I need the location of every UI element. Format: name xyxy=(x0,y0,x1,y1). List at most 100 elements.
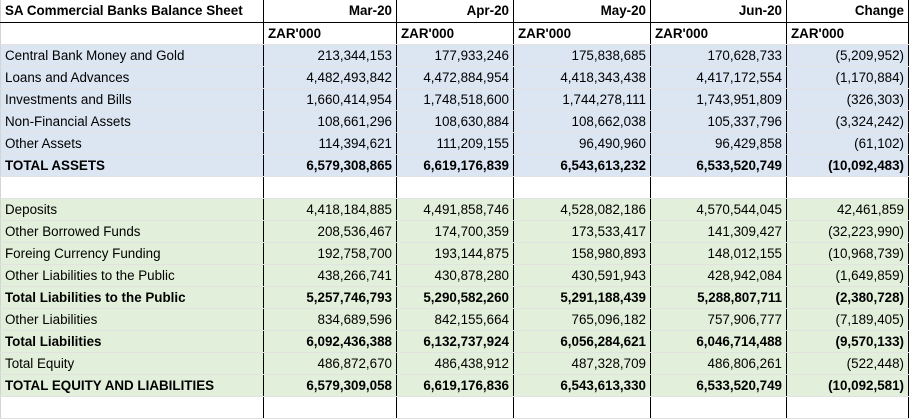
empty-cell[interactable] xyxy=(513,396,651,419)
value-cell[interactable]: 5,288,807,711 xyxy=(650,285,787,309)
row-label[interactable]: Total Equity xyxy=(0,352,264,375)
value-cell[interactable]: 6,579,308,865 xyxy=(263,153,397,177)
value-cell[interactable]: 175,838,685 xyxy=(513,44,651,67)
change-cell[interactable]: (9,570,133) xyxy=(786,329,909,353)
empty-cell[interactable] xyxy=(263,396,397,419)
row-label[interactable]: Other Borrowed Funds xyxy=(0,220,264,243)
value-cell[interactable]: 1,748,518,600 xyxy=(396,88,514,111)
value-cell[interactable]: 173,533,417 xyxy=(513,220,651,243)
value-cell[interactable]: 5,291,188,439 xyxy=(513,285,651,309)
sheet-title[interactable]: SA Commercial Banks Balance Sheet xyxy=(0,0,264,23)
value-cell[interactable]: 4,482,493,842 xyxy=(263,66,397,89)
value-cell[interactable]: 193,144,875 xyxy=(396,242,514,265)
value-cell[interactable]: 6,543,613,232 xyxy=(513,153,651,177)
row-label[interactable]: Total Liabilities to the Public xyxy=(0,285,264,309)
month-header-apr[interactable]: Apr-20 xyxy=(396,0,514,23)
blank-cell[interactable] xyxy=(396,176,514,199)
value-cell[interactable]: 108,662,038 xyxy=(513,110,651,133)
blank-cell[interactable] xyxy=(513,176,651,199)
value-cell[interactable]: 6,543,613,330 xyxy=(513,373,651,397)
value-cell[interactable]: 174,700,359 xyxy=(396,220,514,243)
value-cell[interactable]: 5,290,582,260 xyxy=(396,285,514,309)
change-cell[interactable]: (522,448) xyxy=(786,352,909,375)
value-cell[interactable]: 1,744,278,111 xyxy=(513,88,651,111)
change-cell[interactable]: (32,223,990) xyxy=(786,220,909,243)
value-cell[interactable]: 96,429,858 xyxy=(650,132,787,155)
row-label[interactable]: Non-Financial Assets xyxy=(0,110,264,133)
value-cell[interactable]: 486,438,912 xyxy=(396,352,514,375)
value-cell[interactable]: 1,743,951,809 xyxy=(650,88,787,111)
value-cell[interactable]: 4,418,184,885 xyxy=(263,198,397,221)
value-cell[interactable]: 6,056,284,621 xyxy=(513,329,651,353)
month-header-mar[interactable]: Mar-20 xyxy=(263,0,397,23)
unit-label[interactable]: ZAR'000 xyxy=(650,22,787,45)
unit-label[interactable]: ZAR'000 xyxy=(396,22,514,45)
value-cell[interactable]: 6,533,520,749 xyxy=(650,153,787,177)
empty-cell[interactable] xyxy=(786,396,909,419)
value-cell[interactable]: 4,528,082,186 xyxy=(513,198,651,221)
value-cell[interactable]: 4,418,343,438 xyxy=(513,66,651,89)
change-cell[interactable]: (1,170,884) xyxy=(786,66,909,89)
value-cell[interactable]: 108,630,884 xyxy=(396,110,514,133)
value-cell[interactable]: 141,309,427 xyxy=(650,220,787,243)
value-cell[interactable]: 6,619,176,839 xyxy=(396,153,514,177)
value-cell[interactable]: 430,591,943 xyxy=(513,264,651,287)
change-header[interactable]: Change xyxy=(786,0,909,23)
value-cell[interactable]: 438,266,741 xyxy=(263,264,397,287)
value-cell[interactable]: 208,536,467 xyxy=(263,220,397,243)
value-cell[interactable]: 5,257,746,793 xyxy=(263,285,397,309)
value-cell[interactable]: 158,980,893 xyxy=(513,242,651,265)
value-cell[interactable]: 4,417,172,554 xyxy=(650,66,787,89)
value-cell[interactable]: 170,628,733 xyxy=(650,44,787,67)
value-cell[interactable]: 111,209,155 xyxy=(396,132,514,155)
value-cell[interactable]: 757,906,777 xyxy=(650,308,787,331)
value-cell[interactable]: 430,878,280 xyxy=(396,264,514,287)
row-label[interactable]: TOTAL ASSETS xyxy=(0,153,264,177)
value-cell[interactable]: 834,689,596 xyxy=(263,308,397,331)
row-label[interactable]: Foreing Currency Funding xyxy=(0,242,264,265)
change-cell[interactable]: 42,461,859 xyxy=(786,198,909,221)
change-cell[interactable]: (61,102) xyxy=(786,132,909,155)
value-cell[interactable]: 96,490,960 xyxy=(513,132,651,155)
value-cell[interactable]: 4,472,884,954 xyxy=(396,66,514,89)
change-cell[interactable]: (10,092,581) xyxy=(786,373,909,397)
row-label[interactable]: TOTAL EQUITY AND LIABILITIES xyxy=(0,373,264,397)
blank-cell[interactable] xyxy=(650,176,787,199)
unit-label[interactable]: ZAR'000 xyxy=(786,22,909,45)
value-cell[interactable]: 4,491,858,746 xyxy=(396,198,514,221)
value-cell[interactable]: 114,394,621 xyxy=(263,132,397,155)
value-cell[interactable]: 842,155,664 xyxy=(396,308,514,331)
value-cell[interactable]: 148,012,155 xyxy=(650,242,787,265)
value-cell[interactable]: 487,328,709 xyxy=(513,352,651,375)
change-cell[interactable]: (7,189,405) xyxy=(786,308,909,331)
month-header-may[interactable]: May-20 xyxy=(513,0,651,23)
value-cell[interactable]: 486,872,670 xyxy=(263,352,397,375)
value-cell[interactable]: 6,092,436,388 xyxy=(263,329,397,353)
value-cell[interactable]: 1,660,414,954 xyxy=(263,88,397,111)
value-cell[interactable]: 428,942,084 xyxy=(650,264,787,287)
value-cell[interactable]: 177,933,246 xyxy=(396,44,514,67)
change-cell[interactable]: (10,092,483) xyxy=(786,153,909,177)
value-cell[interactable]: 6,533,520,749 xyxy=(650,373,787,397)
value-cell[interactable]: 192,758,700 xyxy=(263,242,397,265)
empty-cell[interactable] xyxy=(650,396,787,419)
value-cell[interactable]: 6,046,714,488 xyxy=(650,329,787,353)
row-label[interactable]: Total Liabilities xyxy=(0,329,264,353)
value-cell[interactable]: 6,619,176,836 xyxy=(396,373,514,397)
month-header-jun[interactable]: Jun-20 xyxy=(650,0,787,23)
blank-cell[interactable] xyxy=(786,176,909,199)
row-label[interactable]: Deposits xyxy=(0,198,264,221)
value-cell[interactable]: 486,806,261 xyxy=(650,352,787,375)
row-label[interactable]: Other Liabilities xyxy=(0,308,264,331)
blank-cell[interactable] xyxy=(263,176,397,199)
change-cell[interactable]: (1,649,859) xyxy=(786,264,909,287)
value-cell[interactable]: 105,337,796 xyxy=(650,110,787,133)
unit-label[interactable]: ZAR'000 xyxy=(513,22,651,45)
empty-cell[interactable] xyxy=(0,396,264,419)
change-cell[interactable]: (3,324,242) xyxy=(786,110,909,133)
row-label[interactable]: Other Liabilities to the Public xyxy=(0,264,264,287)
value-cell[interactable]: 6,132,737,924 xyxy=(396,329,514,353)
row-label[interactable]: Other Assets xyxy=(0,132,264,155)
unit-label[interactable]: ZAR'000 xyxy=(263,22,397,45)
change-cell[interactable]: (5,209,952) xyxy=(786,44,909,67)
